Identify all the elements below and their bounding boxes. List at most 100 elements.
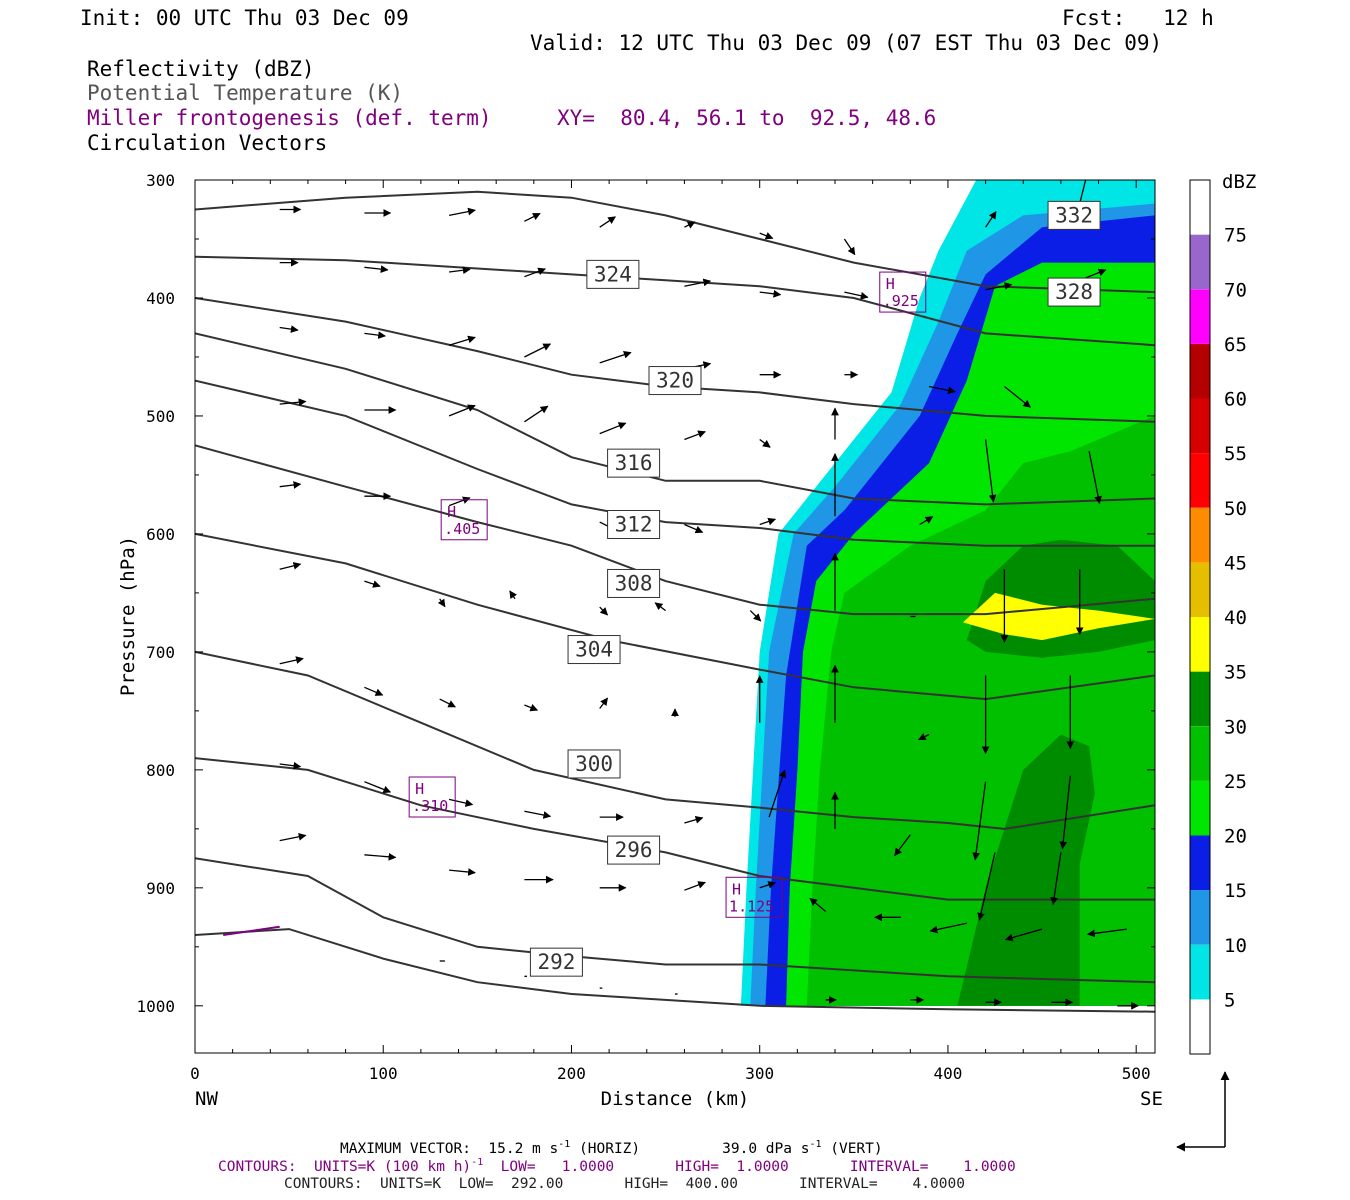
reflectivity-region-30dbz (957, 734, 1095, 1006)
svg-text:.925: .925 (883, 292, 919, 310)
circulation-vector (843, 238, 856, 256)
theta-label-312: 312 (607, 509, 661, 539)
svg-text:332: 332 (1055, 203, 1093, 227)
theta-label-300: 300 (567, 749, 621, 779)
contours-frontogenesis-info: CONTOURS: UNITS=K (100 km h)-1 LOW= 1.00… (218, 1157, 1016, 1175)
colorbar-label: 30 (1224, 716, 1247, 738)
theta-contour-292 (195, 928, 1155, 1013)
init-time: Init: 00 UTC Thu 03 Dec 09 (80, 6, 409, 30)
circulation-vector (448, 404, 476, 417)
colorbar-swatch (1190, 890, 1210, 945)
circulation-vector (524, 703, 539, 712)
circulation-vector (364, 852, 397, 861)
colorbar-label: 40 (1224, 607, 1247, 629)
circulation-vector (524, 212, 541, 222)
colorbar-label: 20 (1224, 826, 1247, 848)
circulation-vector (844, 291, 869, 300)
y-tick-label: 900 (146, 879, 175, 898)
circulation-vector (684, 430, 706, 441)
reference-vector (1176, 1071, 1230, 1152)
circulation-vector (364, 331, 386, 339)
colorbar-label: 50 (1224, 498, 1247, 520)
svg-text:H: H (415, 780, 424, 798)
theta-contour-328 (195, 255, 1155, 347)
theta-label-324: 324 (586, 259, 640, 289)
colorbar-swatch (1190, 726, 1210, 781)
circulation-vector (364, 781, 392, 794)
x-tick-label: 200 (557, 1064, 586, 1083)
circulation-vector (279, 398, 307, 407)
field-miller: Miller frontogenesis (def. term) (87, 106, 492, 130)
colorbar-swatch (1190, 180, 1210, 235)
circulation-vector (759, 881, 777, 889)
field-reflectivity: Reflectivity (dBZ) (87, 57, 315, 81)
svg-text:296: 296 (615, 838, 653, 862)
y-tick-label: 300 (146, 171, 175, 190)
theta-label-320: 320 (648, 366, 702, 396)
theta-label-316: 316 (607, 448, 661, 478)
circulation-vector (918, 733, 930, 741)
svg-text:H: H (732, 880, 741, 898)
svg-text:312: 312 (615, 512, 653, 536)
reflectivity-region-35dbz (963, 592, 1155, 641)
colorbar-label: 45 (1224, 552, 1247, 574)
colorbar-swatch (1190, 780, 1210, 836)
circulation-vector (599, 216, 616, 228)
svg-text:300: 300 (575, 752, 613, 776)
circulation-vector (684, 815, 704, 824)
colorbar-label: 60 (1224, 389, 1247, 411)
circulation-vector (448, 496, 471, 507)
colorbar-swatch (1190, 507, 1210, 563)
circulation-vector (684, 881, 706, 891)
max-vector-text: MAXIMUM VECTOR: 15.2 m s-1 (HORIZ) 39.0 d… (340, 1139, 883, 1157)
svg-text:.310: .310 (412, 797, 448, 815)
svg-text:304: 304 (575, 638, 613, 662)
circulation-vector (439, 698, 456, 708)
circulation-vector (279, 481, 302, 489)
x-tick-label: 100 (369, 1064, 398, 1083)
x-tick-label: 400 (933, 1064, 962, 1083)
colorbar-label: 25 (1224, 771, 1247, 793)
y-axis-title: Pressure (hPa) (117, 536, 139, 696)
colorbar-swatch (1190, 343, 1210, 399)
x-tick-label: 500 (1122, 1064, 1151, 1083)
svg-text:H: H (886, 275, 895, 293)
colorbar-label: 10 (1224, 935, 1247, 957)
circulation-vector (448, 207, 476, 217)
colorbar-label: 35 (1224, 662, 1247, 684)
field-vectors: Circulation Vectors (87, 131, 328, 155)
circulation-vector (524, 810, 552, 819)
colorbar-swatch (1190, 999, 1210, 1054)
circulation-vector (977, 852, 996, 921)
theta-label-328: 328 (1047, 277, 1101, 307)
circulation-vector (985, 210, 997, 228)
circulation-vector (599, 606, 609, 616)
colorbar-label: 5 (1224, 989, 1235, 1011)
circulation-vector (599, 351, 632, 364)
svg-text:320: 320 (656, 369, 694, 393)
svg-text:1.125: 1.125 (729, 897, 774, 915)
colorbar-label: 65 (1224, 334, 1247, 356)
circulation-vector (599, 697, 609, 709)
circulation-vector (364, 265, 389, 274)
circulation-vector (684, 523, 704, 534)
circulation-vector (279, 832, 307, 842)
y-tick-label: 400 (146, 289, 175, 308)
valid-time: Valid: 12 UTC Thu 03 Dec 09 (07 EST Thu … (530, 31, 1163, 55)
circulation-vector (759, 517, 777, 526)
circulation-vector (279, 656, 304, 665)
circulation-vector (279, 761, 302, 770)
x-tick-label: 0 (190, 1064, 200, 1083)
svg-text:324: 324 (594, 262, 632, 286)
circulation-vector (984, 439, 997, 503)
circulation-vector (759, 232, 774, 240)
svg-text:292: 292 (537, 950, 575, 974)
circulation-vector (894, 834, 911, 857)
colorbar-swatch (1190, 835, 1210, 891)
y-tick-label: 500 (146, 407, 175, 426)
circulation-vector (437, 598, 446, 608)
circulation-vector (684, 278, 712, 287)
circulation-vector (524, 343, 552, 358)
theta-contour-332 (195, 190, 1155, 294)
circulation-vector (759, 289, 782, 298)
